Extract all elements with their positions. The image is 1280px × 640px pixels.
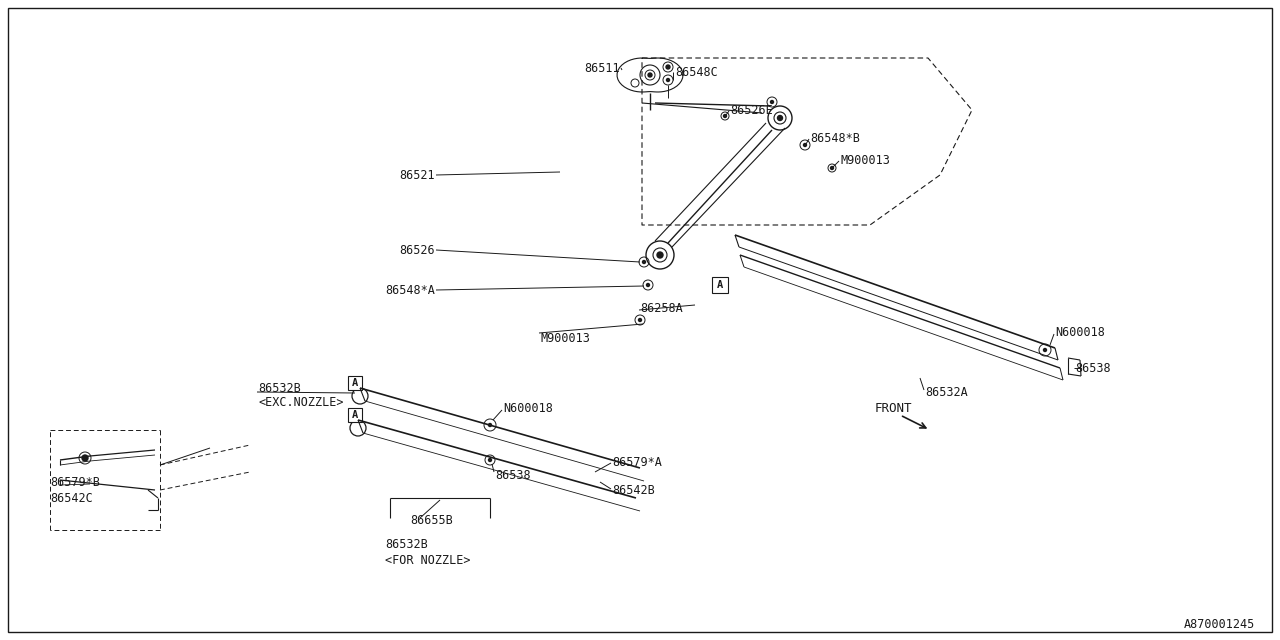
Circle shape xyxy=(643,260,645,264)
Text: 86532B: 86532B xyxy=(385,538,428,552)
Text: 86521: 86521 xyxy=(399,168,435,182)
Bar xyxy=(348,376,362,390)
Circle shape xyxy=(657,252,663,258)
Circle shape xyxy=(639,319,641,321)
Circle shape xyxy=(489,424,492,426)
Text: 86579*A: 86579*A xyxy=(612,456,662,468)
Bar xyxy=(712,277,728,293)
Text: N600018: N600018 xyxy=(503,401,553,415)
Text: <FOR NOZZLE>: <FOR NOZZLE> xyxy=(385,554,471,566)
Text: 86548C: 86548C xyxy=(675,65,718,79)
Text: A: A xyxy=(717,280,723,290)
Circle shape xyxy=(646,284,649,287)
Text: A: A xyxy=(352,378,358,388)
Text: A: A xyxy=(352,410,358,420)
Circle shape xyxy=(831,166,833,170)
Circle shape xyxy=(777,115,782,120)
Text: 86538: 86538 xyxy=(1075,362,1111,374)
Text: 86548*B: 86548*B xyxy=(810,131,860,145)
Circle shape xyxy=(723,115,727,118)
Circle shape xyxy=(771,100,773,104)
Text: 86526: 86526 xyxy=(399,243,435,257)
Circle shape xyxy=(804,143,806,147)
Text: 86511: 86511 xyxy=(585,61,620,74)
Text: 86538: 86538 xyxy=(495,468,531,481)
Text: 86542C: 86542C xyxy=(50,492,92,504)
Text: N600018: N600018 xyxy=(1055,326,1105,339)
Text: 86655B: 86655B xyxy=(410,513,453,527)
Text: 86542B: 86542B xyxy=(612,483,655,497)
Circle shape xyxy=(666,65,669,69)
Text: FRONT: FRONT xyxy=(876,401,913,415)
Text: 86532B: 86532B xyxy=(259,381,301,394)
Text: <EXC.NOZZLE>: <EXC.NOZZLE> xyxy=(259,396,343,408)
Text: 86579*B: 86579*B xyxy=(50,476,100,488)
Circle shape xyxy=(489,458,492,461)
Text: 86258A: 86258A xyxy=(640,301,682,314)
Circle shape xyxy=(648,73,652,77)
Text: 86532A: 86532A xyxy=(925,385,968,399)
Circle shape xyxy=(1043,349,1047,351)
Text: A870001245: A870001245 xyxy=(1184,618,1254,632)
Text: 86548*A: 86548*A xyxy=(385,284,435,296)
Circle shape xyxy=(667,79,669,81)
Text: M900013: M900013 xyxy=(540,332,590,344)
Text: 86526E: 86526E xyxy=(730,104,773,116)
Text: M900013: M900013 xyxy=(840,154,890,166)
Circle shape xyxy=(82,455,88,461)
Bar xyxy=(348,408,362,422)
